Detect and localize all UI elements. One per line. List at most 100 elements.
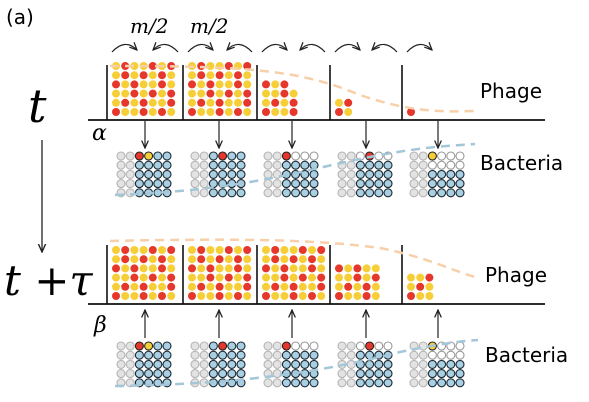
phage [280,274,288,282]
phage [234,283,242,291]
phage [290,108,298,116]
bacterium [375,152,383,160]
bacterium [356,170,364,178]
phage [158,71,166,79]
phage [353,292,361,300]
phage [262,90,270,98]
phage [234,274,242,282]
bacterium [310,180,318,188]
phage [188,90,196,98]
bacterium [282,351,290,359]
bacterium [273,161,281,169]
phage [271,264,279,272]
bacterium [410,170,418,178]
phage [317,246,325,254]
phage [372,292,380,300]
bacterium [145,180,153,188]
bacterium [338,180,346,188]
phage [425,292,433,300]
bacterium [282,379,290,387]
bacterium [228,379,236,387]
phage [112,108,120,116]
phage [234,292,242,300]
phage [149,274,157,282]
bacterium [301,152,309,160]
bacterium [410,351,418,359]
bacterium [135,360,143,368]
bacterium [347,351,355,359]
bacterium [117,342,125,350]
phage [317,283,325,291]
bacterium [292,161,300,169]
bacterium [154,161,162,169]
bacterium [419,379,427,387]
bacterium [428,161,436,169]
phage [121,255,129,263]
bacterium [273,152,281,160]
phage [206,274,214,282]
bacterium [135,152,143,160]
bacterium [384,342,392,350]
bacterium [438,152,446,160]
phage [308,274,316,282]
phage [216,80,224,88]
phage [130,274,138,282]
bacterium [191,170,199,178]
bacterium [126,170,134,178]
bacterium [126,360,134,368]
bacterium [228,170,236,178]
bacterium [135,370,143,378]
bacterium [438,351,446,359]
bacterium [209,170,217,178]
phage [158,80,166,88]
bacterium [338,370,346,378]
bacterium [273,180,281,188]
phage [416,292,424,300]
bacterium [419,161,427,169]
bacterium [456,379,464,387]
phage [407,292,415,300]
bacterium [163,342,171,350]
phage [121,80,129,88]
bacterium [264,342,272,350]
bacterium [228,370,236,378]
phage [112,71,120,79]
bacterium [366,161,374,169]
phage [271,292,279,300]
phage [372,274,380,282]
phage [280,264,288,272]
phage [425,283,433,291]
phage [149,99,157,107]
phage [130,108,138,116]
bacterium [447,351,455,359]
bacterium [126,152,134,160]
bacterium [419,180,427,188]
bacterium [191,342,199,350]
bacterium [338,342,346,350]
phage [206,62,214,70]
phage [335,283,343,291]
phage [372,283,380,291]
phage [317,255,325,263]
bacterium [301,351,309,359]
bacterium [200,152,208,160]
bacterium [456,370,464,378]
phage [299,292,307,300]
phage [290,255,298,263]
phage [243,255,251,263]
phage [216,246,224,254]
phage [216,99,224,107]
phage [206,292,214,300]
bacterium [209,152,217,160]
bacterium [145,351,153,359]
bacterium [438,170,446,178]
bacterium [447,189,455,197]
phage [121,264,129,272]
bacterium [191,180,199,188]
bacterium [419,152,427,160]
phage [225,90,233,98]
bacterium [219,370,227,378]
bacterium [347,379,355,387]
phage [271,255,279,263]
phage [290,283,298,291]
